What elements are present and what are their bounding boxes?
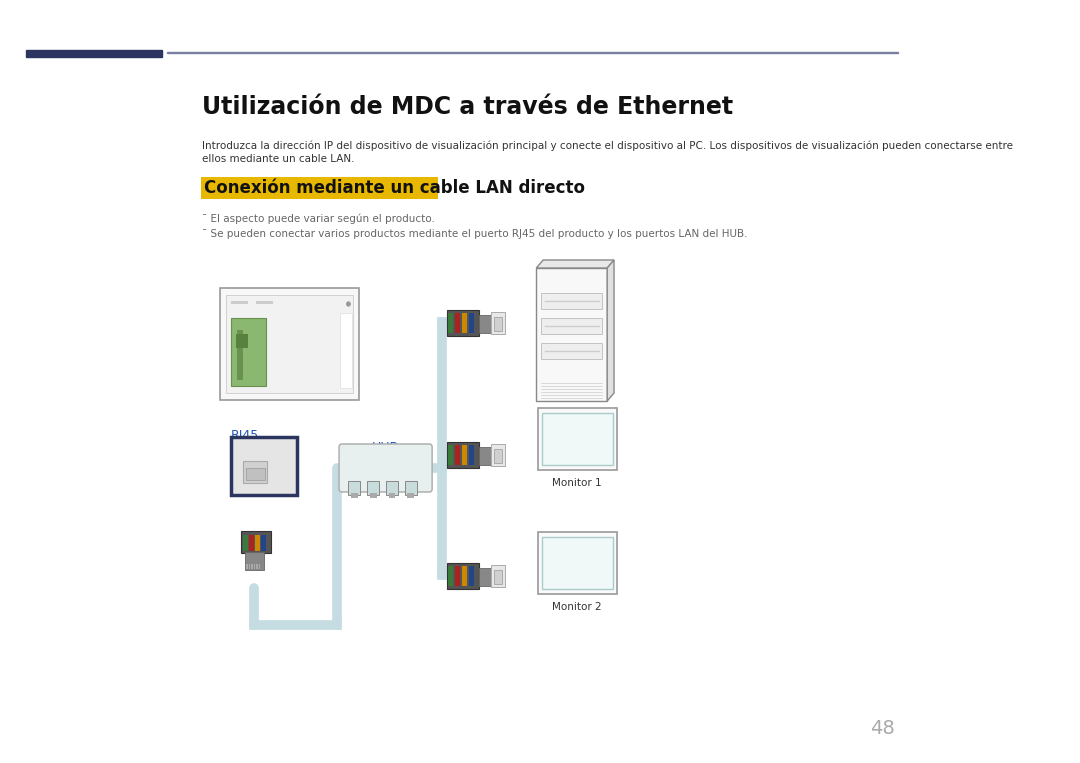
Text: ellos mediante un cable LAN.: ellos mediante un cable LAN. (202, 154, 355, 164)
Bar (494, 570, 502, 584)
Bar (227, 295, 353, 393)
Bar (537, 268, 607, 401)
Bar (455, 445, 460, 465)
Bar (249, 535, 254, 551)
Bar (246, 468, 265, 480)
Bar (389, 493, 395, 498)
Text: 48: 48 (870, 719, 895, 738)
Bar (246, 564, 247, 569)
Bar (541, 318, 602, 334)
Text: ¯ Se pueden conectar varios productos mediante el puerto RJ45 del producto y los: ¯ Se pueden conectar varios productos me… (202, 229, 747, 239)
Bar (340, 313, 352, 388)
Bar (462, 445, 468, 465)
Circle shape (347, 302, 350, 306)
Bar (462, 313, 468, 333)
Bar (259, 564, 260, 569)
Bar (448, 313, 454, 333)
Bar (480, 315, 491, 333)
Bar (469, 566, 474, 586)
Bar (261, 535, 266, 551)
Bar (447, 563, 480, 589)
Bar (494, 449, 502, 463)
Bar (494, 317, 502, 331)
Polygon shape (537, 260, 615, 268)
Text: ¯ El aspecto puede variar según el producto.: ¯ El aspecto puede variar según el produ… (202, 213, 435, 224)
Bar (245, 552, 264, 570)
Bar (248, 564, 251, 569)
Bar (541, 293, 602, 309)
Bar (166, 51, 899, 53)
Text: Monitor 1: Monitor 1 (553, 478, 603, 488)
Bar (349, 481, 361, 495)
Bar (480, 568, 491, 586)
Bar (243, 461, 268, 483)
Bar (243, 535, 247, 551)
Bar (231, 437, 297, 495)
Bar (407, 493, 415, 498)
Bar (254, 564, 255, 569)
Bar (26, 50, 162, 57)
Bar (251, 564, 253, 569)
Bar (480, 447, 491, 465)
Bar (235, 334, 247, 348)
Bar (469, 445, 474, 465)
Text: Introduzca la dirección IP del dispositivo de visualización principal y conecte : Introduzca la dirección IP del dispositi… (202, 140, 1013, 150)
Bar (455, 313, 460, 333)
Text: Ordenador: Ordenador (543, 409, 599, 419)
Bar (256, 564, 258, 569)
Bar (462, 566, 468, 586)
Bar (256, 301, 273, 304)
Text: HUB: HUB (372, 441, 399, 454)
Bar (491, 565, 504, 587)
Text: Utilización de MDC a través de Ethernet: Utilización de MDC a través de Ethernet (202, 95, 733, 119)
Bar (538, 408, 618, 470)
Bar (448, 566, 454, 586)
Bar (447, 442, 480, 468)
Bar (538, 532, 618, 594)
Text: Conexión mediante un cable LAN directo: Conexión mediante un cable LAN directo (204, 179, 585, 197)
Bar (201, 177, 438, 199)
Bar (405, 481, 417, 495)
Bar (491, 312, 504, 334)
Bar (231, 301, 247, 304)
Polygon shape (607, 260, 615, 401)
Bar (491, 444, 504, 466)
Bar (448, 445, 454, 465)
Bar (238, 330, 243, 380)
Bar (386, 481, 397, 495)
Bar (469, 313, 474, 333)
Bar (351, 493, 357, 498)
Bar (220, 288, 359, 400)
Bar (447, 310, 480, 336)
Bar (231, 318, 267, 386)
Bar (542, 537, 613, 589)
Bar (367, 481, 379, 495)
Bar (241, 531, 271, 553)
Bar (541, 343, 602, 359)
FancyBboxPatch shape (339, 444, 432, 492)
Bar (369, 493, 377, 498)
Text: Monitor 2: Monitor 2 (553, 602, 603, 612)
Bar (255, 535, 259, 551)
Text: RJ45: RJ45 (231, 429, 259, 442)
Bar (455, 566, 460, 586)
Bar (542, 413, 613, 465)
